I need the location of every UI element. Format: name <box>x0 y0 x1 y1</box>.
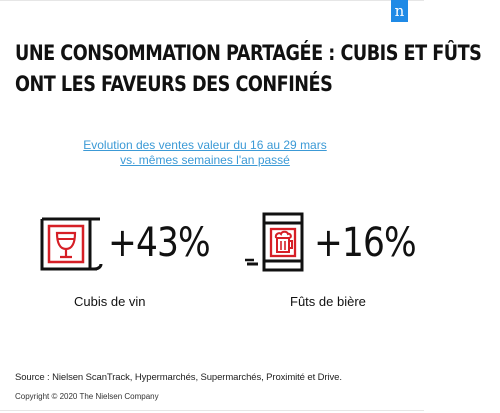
headline-line-1: UNE CONSOMMATION PARTAGÉE : CUBIS ET FÛT… <box>15 41 482 65</box>
subtitle-line-1: Evolution des ventes valeur du 16 au 29 … <box>83 138 327 152</box>
copyright-note: Copyright © 2020 The Nielsen Company <box>15 392 159 401</box>
beer-keg-icon <box>245 212 304 272</box>
wine-label: Cubis de vin <box>74 294 146 309</box>
wine-box-icon <box>40 217 103 271</box>
subtitle-line-2: vs. mêmes semaines l'an passé <box>120 153 290 167</box>
wine-growth-value: +43% <box>108 220 211 266</box>
source-note: Source : Nielsen ScanTrack, Hypermarchés… <box>15 372 342 383</box>
headline: UNE CONSOMMATION PARTAGÉE : CUBIS ET FÛT… <box>15 38 482 100</box>
bottom-divider <box>0 410 424 411</box>
subtitle-link[interactable]: Evolution des ventes valeur du 16 au 29 … <box>30 138 380 168</box>
beer-label: Fûts de bière <box>290 294 366 309</box>
nielsen-logo: n <box>391 0 408 22</box>
headline-line-2: ONT LES FAVEURS DES CONFINÉS <box>15 72 333 96</box>
beer-growth-value: +16% <box>314 220 417 266</box>
top-divider <box>0 0 424 1</box>
